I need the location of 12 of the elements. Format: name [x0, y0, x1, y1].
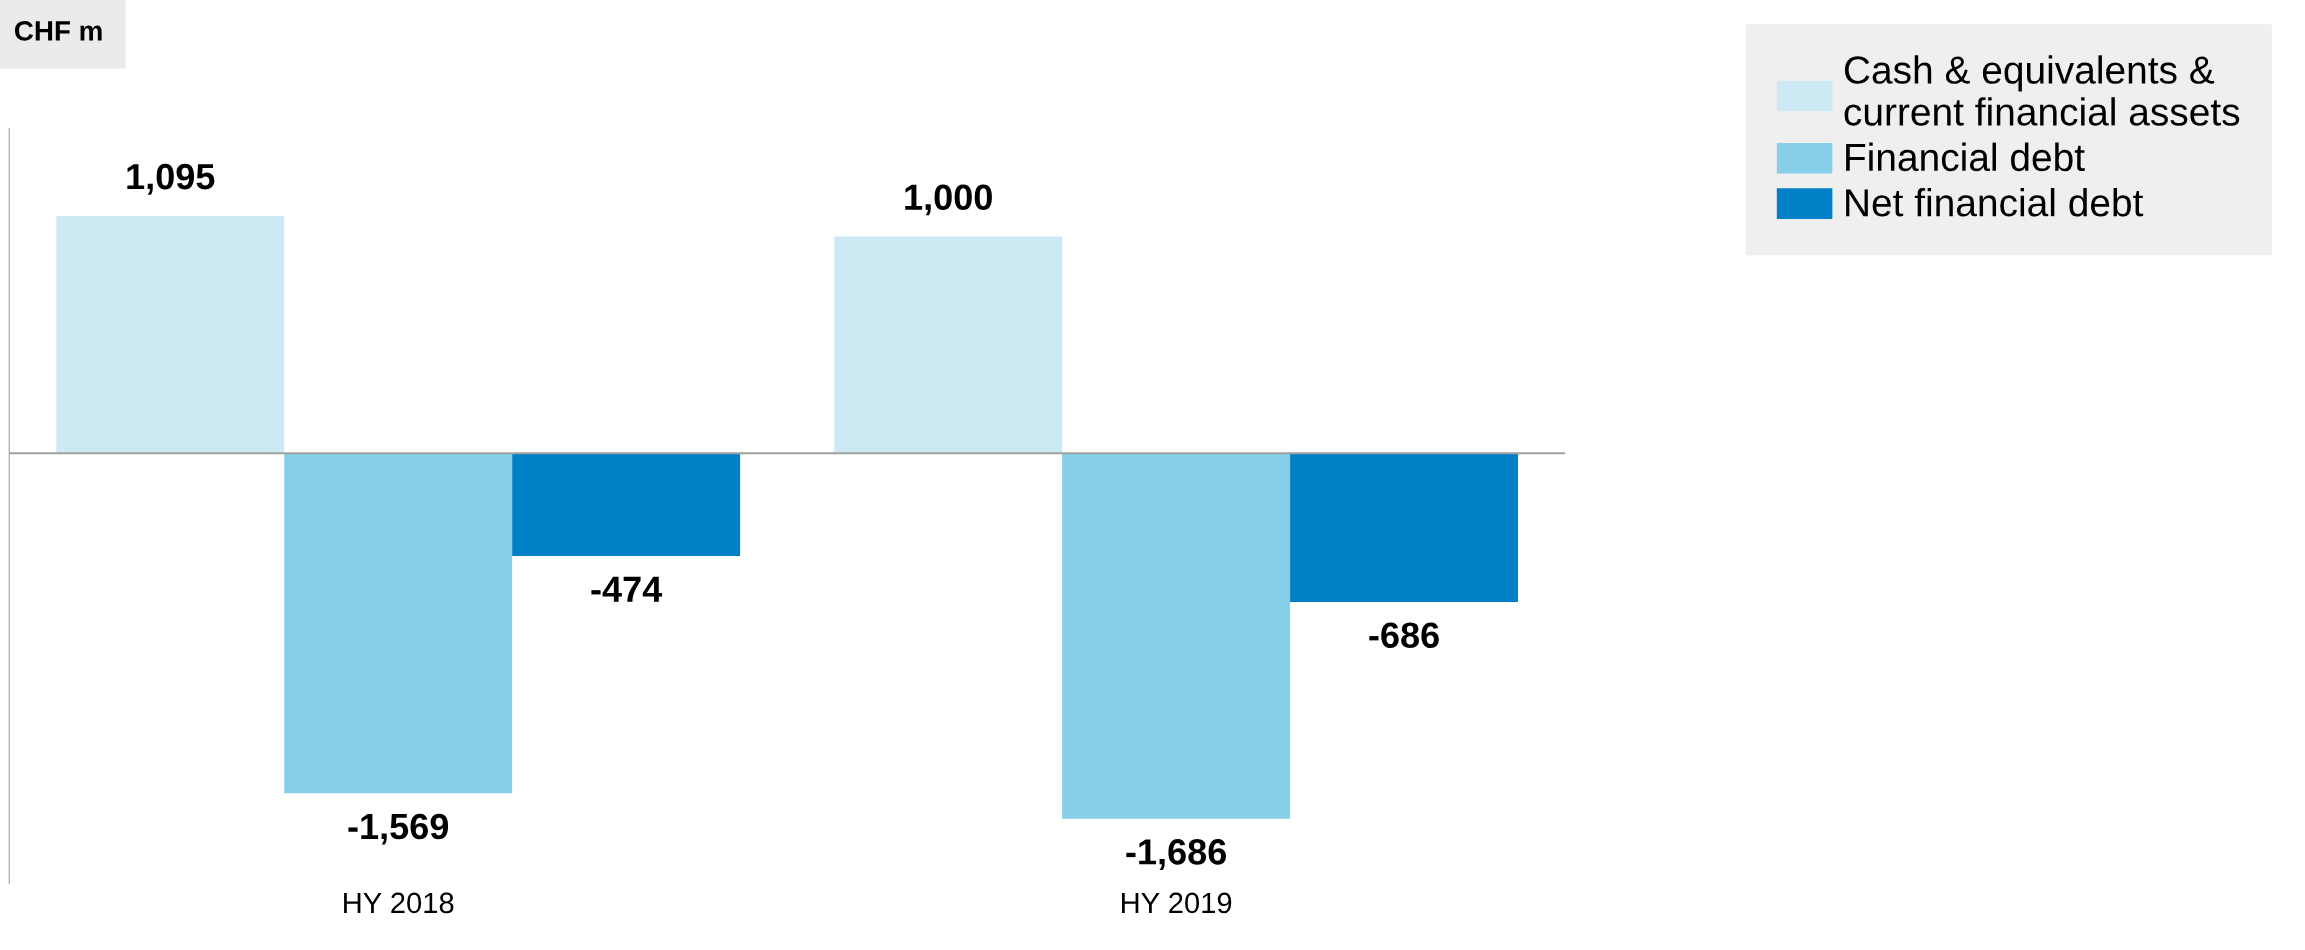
x-tick-label: HY 2018	[344, 892, 454, 914]
y-axis-title: CHF m	[14, 21, 102, 41]
data-label: -1,569	[348, 813, 449, 845]
legend-label: Net financial debt	[1846, 188, 2144, 217]
data-label: -474	[591, 576, 663, 602]
x-tick-label: HY 2019	[1122, 892, 1232, 914]
legend-label: Cash & equivalents & current financial assets	[1844, 55, 2240, 126]
data-label: 1,095	[127, 163, 215, 195]
legend-label: Financial debt	[1846, 142, 2085, 172]
data-label: 1,000	[905, 184, 992, 216]
data-label: -686	[1369, 622, 1439, 648]
data-label: -1,686	[1126, 839, 1227, 870]
